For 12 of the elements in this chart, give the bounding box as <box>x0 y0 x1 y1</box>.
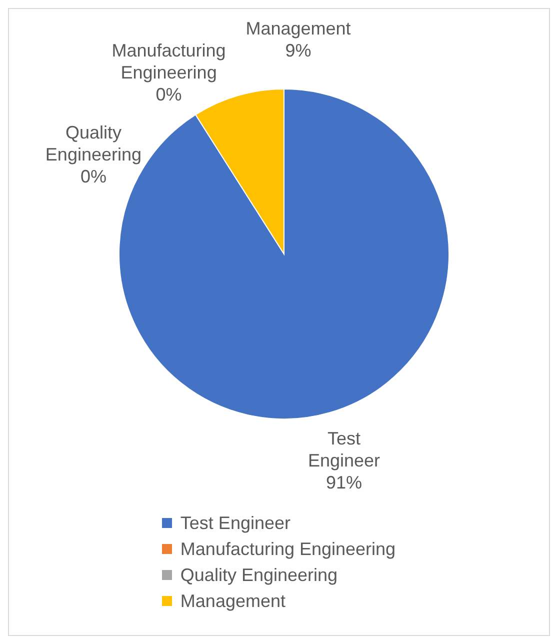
text: 0% <box>80 166 106 186</box>
category-label: Quality Engineering <box>45 122 142 164</box>
legend-label: Management <box>180 590 286 613</box>
slice-label: Test Engineer <box>308 428 380 470</box>
text: 0% <box>156 84 182 104</box>
category-label: Manufacturing Engineering <box>112 40 226 82</box>
legend-label: Manufacturing Engineering <box>180 538 396 561</box>
slice-label: Management <box>246 18 351 38</box>
legend-label: Quality Engineering <box>180 564 338 587</box>
data-label: 91% <box>326 472 362 492</box>
legend-label: Test Engineer <box>180 512 290 535</box>
data-label: 9% <box>285 40 312 60</box>
